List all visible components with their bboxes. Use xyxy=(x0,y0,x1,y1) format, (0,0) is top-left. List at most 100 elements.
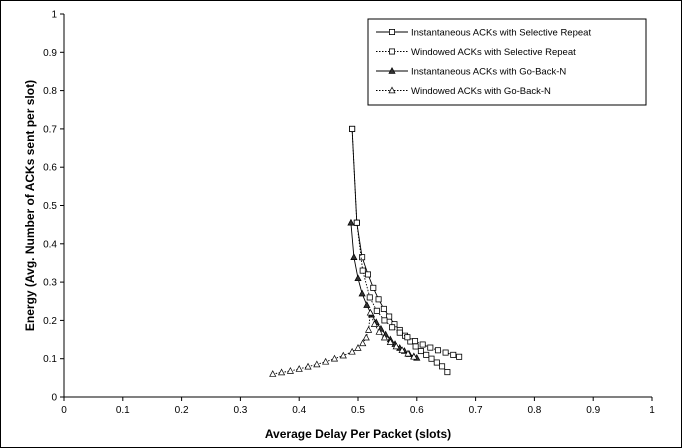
x-tick-label: 0 xyxy=(61,405,67,416)
y-tick-label: 0.4 xyxy=(43,239,57,250)
y-tick-label: 0.1 xyxy=(43,354,57,365)
triangle-marker xyxy=(404,349,412,357)
y-axis-title: Energy (Avg. Number of ACKs sent per slo… xyxy=(23,80,37,331)
triangle-marker xyxy=(366,308,374,316)
square-marker xyxy=(419,341,426,348)
square-marker xyxy=(404,334,411,341)
square-marker xyxy=(434,347,441,354)
square-marker xyxy=(396,329,403,336)
triangle-marker xyxy=(364,326,373,333)
y-ticks: 0 0.1 0.2 0.3 0.4 0.5 0.6 0.7 0.8 0.9 1 xyxy=(43,10,64,404)
legend-box xyxy=(367,18,647,106)
y-tick-label: 0.2 xyxy=(43,316,57,327)
square-marker xyxy=(433,359,440,366)
x-tick-label: 1 xyxy=(649,405,655,416)
square-marker xyxy=(373,307,380,314)
triangle-marker xyxy=(339,351,347,359)
square-marker xyxy=(359,267,366,274)
square-marker xyxy=(442,349,449,356)
triangle-marker xyxy=(362,333,370,341)
x-ticks: 0 0.1 0.2 0.3 0.4 0.5 0.6 0.7 0.8 0.9 1 xyxy=(61,397,655,416)
x-tick-label: 0.8 xyxy=(527,405,541,416)
triangle-marker xyxy=(350,253,358,260)
x-tick-label: 0.5 xyxy=(351,405,365,416)
x-axis-title: Average Delay Per Packet (slots) xyxy=(265,427,451,441)
x-tick-label: 0.2 xyxy=(175,405,189,416)
triangle-marker xyxy=(277,368,286,376)
square-marker xyxy=(428,355,435,362)
square-marker xyxy=(423,351,430,358)
triangle-marker xyxy=(269,370,277,377)
x-tick-label: 0.9 xyxy=(586,405,600,416)
triangle-marker xyxy=(347,218,355,226)
y-tick-label: 0.7 xyxy=(43,124,57,135)
x-tick-label: 0.6 xyxy=(410,405,424,416)
series-4 xyxy=(269,308,418,377)
square-marker xyxy=(349,125,356,132)
square-marker xyxy=(353,219,360,226)
legend-entry: Windowed ACKs with Selective Repeat xyxy=(376,47,576,58)
square-marker xyxy=(380,305,387,312)
legend-label: Instantaneous ACKs with Selective Repeat xyxy=(411,28,591,39)
triangle-marker xyxy=(295,365,303,372)
x-tick-label: 0.3 xyxy=(233,405,247,416)
x-tick-label: 0.4 xyxy=(292,405,306,416)
triangle-marker xyxy=(392,342,400,350)
square-marker xyxy=(388,28,395,35)
triangle-marker xyxy=(388,67,396,74)
square-marker xyxy=(389,324,396,331)
triangle-marker xyxy=(363,301,371,308)
legend-entry: Windowed ACKs with Go-Back-N xyxy=(376,86,551,97)
triangle-marker xyxy=(354,274,362,282)
square-marker xyxy=(439,363,446,370)
square-marker xyxy=(388,48,395,55)
legend: Instantaneous ACKs with Selective Repeat… xyxy=(367,18,647,106)
square-marker xyxy=(412,343,419,350)
square-marker xyxy=(450,351,457,358)
x-tick-label: 0.1 xyxy=(116,405,130,416)
square-marker xyxy=(366,294,373,301)
series-2 xyxy=(349,125,463,360)
square-marker xyxy=(359,254,366,261)
triangle-marker xyxy=(359,339,367,347)
square-marker xyxy=(375,296,382,303)
triangle-marker xyxy=(386,338,394,345)
legend-label: Windowed ACKs with Go-Back-N xyxy=(411,86,551,97)
square-marker xyxy=(412,338,419,345)
x-tick-label: 0.7 xyxy=(469,405,483,416)
triangle-marker xyxy=(370,320,379,327)
y-tick-label: 0.5 xyxy=(43,201,57,212)
legend-label: Instantaneous ACKs with Go-Back-N xyxy=(411,67,566,78)
triangle-marker xyxy=(348,347,356,355)
y-tick-label: 0.6 xyxy=(43,163,57,174)
square-marker xyxy=(370,284,377,291)
square-marker xyxy=(444,369,451,376)
series-layer xyxy=(269,125,463,377)
y-tick-label: 0.9 xyxy=(43,48,57,59)
triangle-marker xyxy=(313,360,321,368)
triangle-marker xyxy=(322,357,330,365)
square-marker xyxy=(417,348,424,355)
triangle-marker xyxy=(410,352,418,360)
square-marker xyxy=(456,353,463,360)
triangle-marker xyxy=(358,289,366,297)
triangle-marker xyxy=(375,327,383,335)
square-marker xyxy=(364,271,371,278)
y-tick-label: 1 xyxy=(51,10,57,21)
y-tick-label: 0 xyxy=(51,393,57,404)
triangle-marker xyxy=(388,86,396,94)
y-tick-label: 0.8 xyxy=(43,86,57,97)
series-line xyxy=(351,128,460,358)
triangle-marker xyxy=(380,333,389,341)
triangle-marker xyxy=(304,362,312,370)
legend-entry: Instantaneous ACKs with Go-Back-N xyxy=(376,67,566,78)
square-marker xyxy=(427,344,434,351)
square-marker xyxy=(381,317,388,324)
triangle-marker xyxy=(330,354,339,362)
triangle-marker xyxy=(354,344,362,351)
triangle-marker xyxy=(398,346,406,354)
y-tick-label: 0.3 xyxy=(43,278,57,289)
triangle-marker xyxy=(286,367,294,374)
legend-label: Windowed ACKs with Selective Repeat xyxy=(411,47,576,58)
